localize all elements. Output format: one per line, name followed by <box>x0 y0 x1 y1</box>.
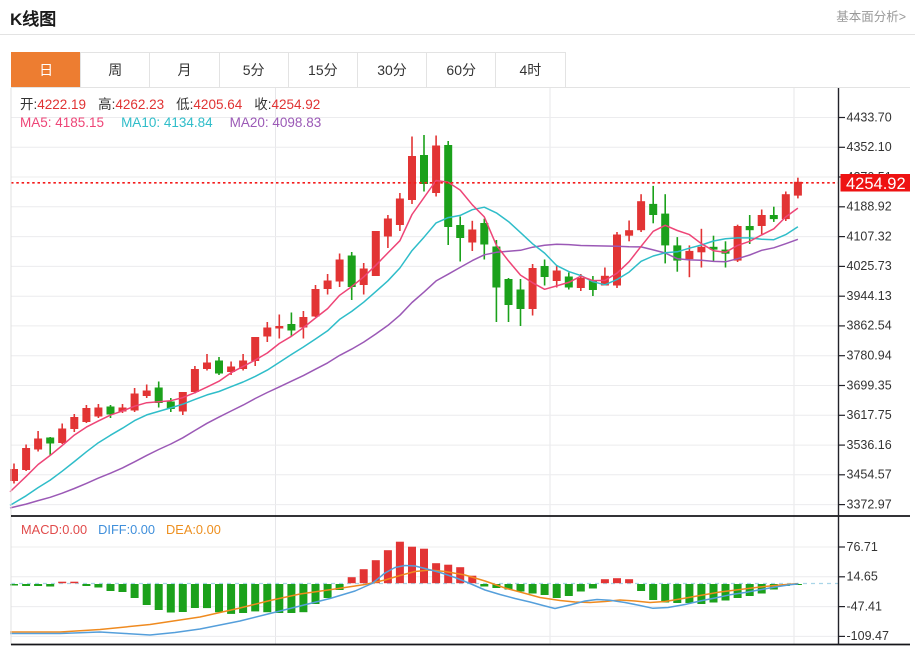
svg-text:3454.57: 3454.57 <box>847 468 892 482</box>
svg-text:3780.94: 3780.94 <box>847 348 892 362</box>
svg-text:76.71: 76.71 <box>847 540 878 554</box>
svg-text:-47.41: -47.41 <box>847 599 882 613</box>
svg-text:-109.47: -109.47 <box>847 629 889 643</box>
svg-text:4188.92: 4188.92 <box>847 200 892 214</box>
svg-text:4352.10: 4352.10 <box>847 140 892 154</box>
svg-text:3617.75: 3617.75 <box>847 408 892 422</box>
svg-text:3699.35: 3699.35 <box>847 378 892 392</box>
svg-text:3536.16: 3536.16 <box>847 438 892 452</box>
svg-text:开:4222.19高:4262.23低:4205.64收:4: 开:4222.19 高:4262.23 低:4205.64 收:4254.92 <box>20 96 320 112</box>
svg-text:3944.13: 3944.13 <box>847 289 892 303</box>
svg-text:4254.92: 4254.92 <box>846 175 906 193</box>
svg-text:3372.97: 3372.97 <box>847 497 892 511</box>
svg-text:14.65: 14.65 <box>847 570 878 584</box>
svg-text:4025.73: 4025.73 <box>847 259 892 273</box>
svg-text:4107.32: 4107.32 <box>847 229 892 243</box>
svg-text:3862.54: 3862.54 <box>847 319 892 333</box>
svg-text:4433.70: 4433.70 <box>847 110 892 124</box>
